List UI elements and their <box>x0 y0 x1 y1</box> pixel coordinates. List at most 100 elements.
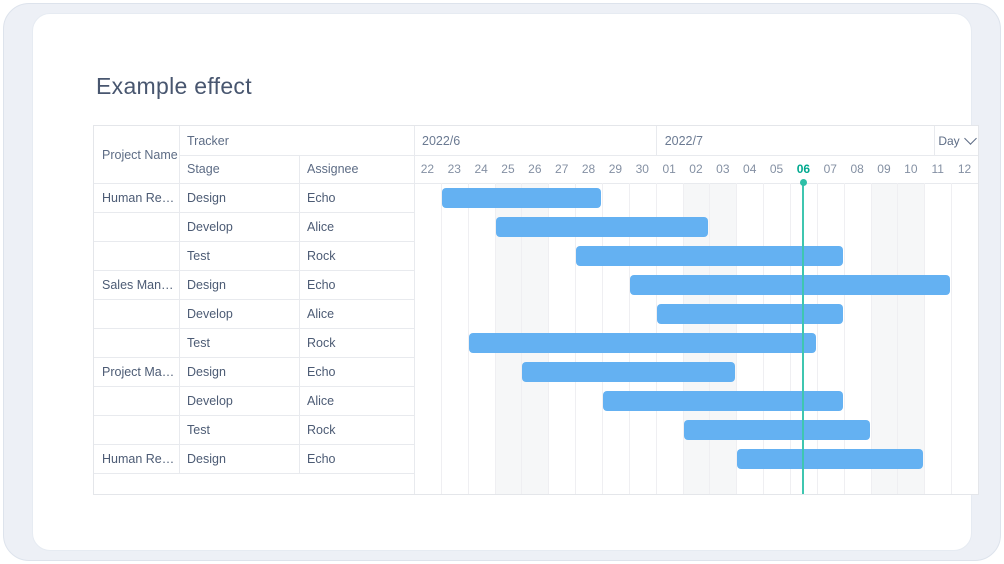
day-cell: 07 <box>823 162 837 176</box>
table-row[interactable]: Develop Alice <box>94 212 414 241</box>
assignee-cell: Rock <box>307 335 336 350</box>
stage-cell: Test <box>187 422 210 437</box>
day-cell: 11 <box>931 162 944 176</box>
stage-cell: Design <box>187 277 226 292</box>
gantt-bar[interactable] <box>737 448 924 469</box>
column-header-project-name: Project Name <box>102 147 178 162</box>
table-row[interactable]: Develop Alice <box>94 386 414 415</box>
column-header-stage: Stage <box>187 162 220 176</box>
day-cell: 02 <box>689 162 703 176</box>
table-row[interactable]: Human Re… Design Echo <box>94 183 414 212</box>
day-cell-today: 06 <box>796 162 811 176</box>
chart-grid-line <box>440 183 442 494</box>
chart-grid-line <box>897 183 899 494</box>
project-name-cell <box>94 299 179 328</box>
assignee-cell: Echo <box>307 190 336 205</box>
day-cell: 23 <box>447 162 461 176</box>
table-row[interactable]: Human Re… Design Echo <box>94 444 414 473</box>
day-cell: 08 <box>850 162 864 176</box>
today-marker-dot <box>799 179 807 186</box>
assignee-cell: Echo <box>307 277 336 292</box>
row-divider <box>94 328 414 329</box>
day-cell: 04 <box>743 162 757 176</box>
stage-cell: Develop <box>187 219 233 234</box>
table-row[interactable]: Project Ma… Design Echo <box>94 357 414 386</box>
view-mode-label: Day <box>938 133 960 148</box>
gantt-bar[interactable] <box>468 332 816 353</box>
stage-cell: Design <box>187 190 226 205</box>
row-divider <box>94 386 414 387</box>
weekend-shade-column <box>897 183 925 494</box>
day-cell: 01 <box>662 162 676 176</box>
assignee-cell: Echo <box>307 451 336 466</box>
assignee-cell: Rock <box>307 248 336 263</box>
day-cell: 09 <box>877 162 891 176</box>
project-name-cell <box>94 386 179 415</box>
project-name-cell: Human Re… <box>102 451 175 466</box>
day-cell: 05 <box>769 162 784 176</box>
day-cell: 22 <box>420 162 435 176</box>
day-cell: 30 <box>635 162 649 176</box>
device-frame: Example effect Project Name Tracker Stage A… <box>3 3 1001 561</box>
panel-chart-divider <box>414 126 415 494</box>
assignee-cell: Alice <box>307 306 335 321</box>
stage-cell: Design <box>187 364 226 379</box>
row-divider <box>94 241 414 242</box>
gantt-bar[interactable] <box>441 187 601 208</box>
project-name-cell <box>94 415 179 444</box>
project-name-cell: Human Re… <box>102 190 175 205</box>
day-cell: 29 <box>608 162 623 176</box>
row-divider <box>94 473 414 474</box>
gantt-bar[interactable] <box>629 274 951 295</box>
project-name-cell: Project Ma… <box>102 364 175 379</box>
column-header-tracker: Tracker <box>187 133 229 148</box>
gantt-bar[interactable] <box>495 216 709 237</box>
day-cell: 25 <box>501 162 515 176</box>
gantt-container: Project Name Tracker Stage Assignee 2022/6 20… <box>93 125 979 495</box>
day-cell: 12 <box>957 162 972 176</box>
project-name-cell <box>94 241 179 270</box>
assignee-cell: Alice <box>307 219 335 234</box>
view-mode-dropdown[interactable]: Day <box>934 126 978 155</box>
project-name-cell <box>94 328 179 357</box>
gantt-bar[interactable] <box>576 245 843 266</box>
gantt-bar[interactable] <box>656 303 843 324</box>
table-row[interactable]: Test Rock <box>94 328 414 357</box>
assignee-cell: Echo <box>307 364 336 379</box>
table-row[interactable]: Test Rock <box>94 241 414 270</box>
month-cell-june: 2022/6 <box>422 133 461 148</box>
gantt-bar[interactable] <box>522 361 736 382</box>
weekend-shade-column <box>870 183 898 494</box>
header-bottom-divider <box>94 183 978 184</box>
stage-cell: Test <box>187 335 210 350</box>
project-name-cell <box>94 212 179 241</box>
page-title: Example effect <box>96 73 252 99</box>
day-cell: 03 <box>716 162 730 176</box>
assignee-cell: Rock <box>307 422 336 437</box>
app-card: Example effect Project Name Tracker Stage A… <box>32 13 979 551</box>
header-divider <box>179 155 978 156</box>
day-cell: 28 <box>581 162 596 176</box>
day-cell: 24 <box>474 162 488 176</box>
stage-cell: Design <box>187 451 226 466</box>
table-row[interactable]: Develop Alice <box>94 299 414 328</box>
column-header-assignee: Assignee <box>307 162 359 176</box>
gantt-bar[interactable] <box>603 390 843 411</box>
day-cell: 26 <box>528 162 542 176</box>
day-cell: 10 <box>904 162 918 176</box>
table-row[interactable]: Test Rock <box>94 415 414 444</box>
project-name-cell: Sales Man… <box>102 277 174 292</box>
assignee-cell: Alice <box>307 393 335 408</box>
row-divider <box>94 212 414 213</box>
chart-grid-line <box>843 183 845 494</box>
chart-grid-line <box>870 183 872 494</box>
chart-grid-line <box>924 183 926 494</box>
gantt-bar[interactable] <box>683 419 870 440</box>
chart-grid-line <box>951 183 953 494</box>
row-divider <box>94 357 414 358</box>
stage-cell: Develop <box>187 393 233 408</box>
row-divider <box>94 270 414 271</box>
row-divider <box>94 444 414 445</box>
today-line <box>802 183 805 494</box>
table-row[interactable]: Sales Man… Design Echo <box>94 270 414 299</box>
